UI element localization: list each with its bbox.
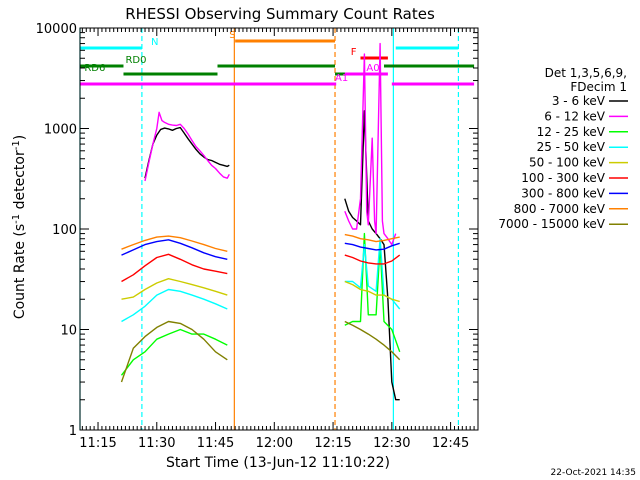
series-line-5 [344,280,400,303]
plot-frame [79,27,479,431]
series-line-4 [121,288,228,323]
legend-label-2: 6 - 12 keV [544,109,606,123]
x-tick-label: 12:30 [373,436,410,451]
y-tick-label: 10 [60,324,77,339]
y-tick-label: 10000 [36,22,77,37]
legend-label-9: 7000 - 15000 keV [498,217,605,231]
legend-header-line-2: FDecim 1 [570,80,627,94]
series-line-6 [121,253,228,283]
flag-label-s: S [229,30,235,41]
x-tick-label: 11:45 [197,436,234,451]
flag-label-rd6: RD6 [84,63,105,74]
flag-label-a0: A0 [366,63,379,74]
series-line-2 [344,42,397,246]
legend-label-5: 50 - 100 keV [529,156,606,170]
series-line-3 [344,232,401,353]
flag-label-n: N [151,37,158,48]
series-line-7 [344,242,400,251]
x-tick-label: 12:00 [256,436,293,451]
flag-label-rd0: RD0 [125,55,146,66]
series-line-8 [121,235,228,252]
y-axis-label-end: ) [12,135,28,140]
legend-header-line-1: Det 1,3,5,6,9, [545,66,627,80]
legend-label-6: 100 - 300 keV [521,171,605,185]
series-line-3 [120,328,228,376]
y-axis-label-exponent-1: -1 [11,214,22,224]
x-tick-label: 12:45 [432,436,469,451]
series-line-1 [344,110,400,401]
y-axis-label-main: Count Rate (s [12,224,28,319]
series-line-1 [144,126,230,179]
series-line-7 [121,239,228,260]
chart-title: RHESSI Observing Summary Count Rates [125,5,435,23]
footer-date: 22-Oct-2021 14:35 [551,468,636,478]
y-axis: 1 10 100 1000 10000 [36,22,478,439]
legend-label-8: 800 - 7000 keV [514,202,606,216]
flag-label-a1: A1 [335,73,348,84]
legend-label-4: 25 - 50 keV [537,140,606,154]
y-axis-label: Count Rate (s-1 detector-1) [11,135,28,319]
legend-label-3: 12 - 25 keV [537,125,606,139]
legend-label-1: 3 - 6 keV [552,94,606,108]
series-line-2 [144,111,230,182]
series-line-9 [120,320,228,383]
legend-label-7: 300 - 800 keV [521,186,605,200]
series-line-5 [121,278,228,300]
y-tick-label: 100 [52,223,77,238]
y-tick-label: 1000 [44,123,77,138]
x-axis-label: Start Time (13-Jun-12 11:10:22) [166,455,390,471]
x-tick-label: 11:30 [138,436,175,451]
series-line-8 [344,233,400,243]
plot-area: N RD0 RD6 A1 A0 S F [79,27,479,431]
y-axis-label-exponent-2: -1 [11,140,22,150]
y-axis-label-middle: detector [12,150,28,214]
series-line-6 [344,254,401,265]
y-tick-label: 1 [69,424,77,439]
x-axis: 11:15 11:30 11:45 12:00 12:15 12:30 12:45 [79,28,479,451]
series-line-9 [344,320,401,361]
x-tick-label: 11:15 [79,436,116,451]
x-tick-label: 12:15 [314,436,351,451]
flag-label-f: F [351,47,357,58]
